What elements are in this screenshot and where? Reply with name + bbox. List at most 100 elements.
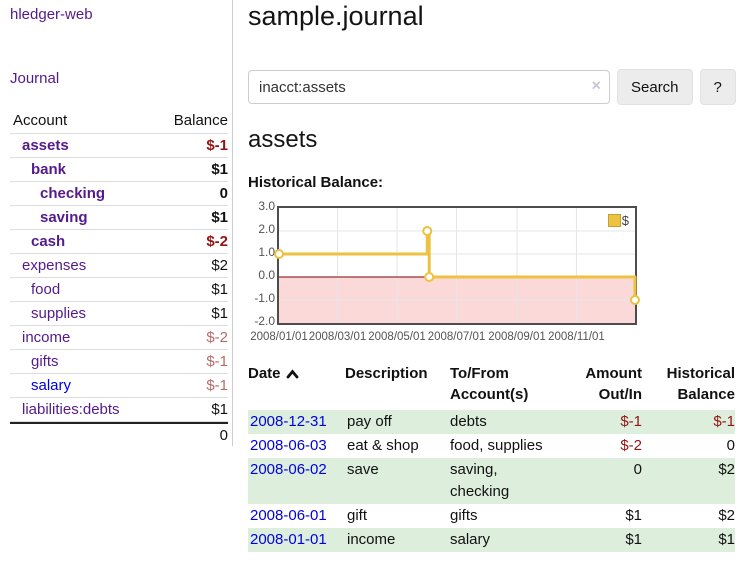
- transaction-balance-cell: $2: [718, 507, 735, 524]
- transaction-description-cell: save: [345, 458, 450, 504]
- balance-chart: 3.0 2.0 1.0 0.0 -1.0 -2.0 $ 2008/01/01 2008/03…: [248, 199, 668, 345]
- search-form: × Search ?: [248, 69, 736, 105]
- transaction-description-cell: eat & shop: [347, 437, 419, 454]
- transaction-date-cell: 2008-12-31: [248, 410, 345, 434]
- account-balance: $1: [211, 401, 228, 418]
- account-link[interactable]: saving: [40, 209, 88, 226]
- x-axis-tick-label: 2008/03/01: [308, 331, 367, 343]
- transaction-accounts-cell: gifts: [450, 507, 478, 524]
- account-balance: $1: [211, 281, 228, 298]
- search-button[interactable]: Search: [617, 69, 693, 105]
- account-balance: $-2: [206, 329, 228, 346]
- chart-title: Historical Balance:: [248, 174, 384, 191]
- x-axis-tick-label: 2008/07/01: [427, 331, 486, 343]
- accounts-total-value: 0: [219, 427, 228, 444]
- transaction-description-cell: gift: [347, 507, 368, 524]
- transaction-amount-cell: 0: [560, 458, 642, 504]
- date-column-header[interactable]: Date: [248, 361, 345, 410]
- account-balance: $-1: [206, 353, 228, 370]
- account-link[interactable]: assets: [22, 137, 69, 154]
- sidebar: hledger-web Journal Account Balance asse…: [0, 0, 233, 446]
- account-balance: 0: [219, 185, 228, 202]
- clear-search-icon[interactable]: ×: [591, 77, 601, 95]
- account-row: expenses $2: [10, 254, 228, 278]
- transaction-date-link[interactable]: 2008-06-02: [250, 461, 327, 478]
- table-row: 2008-06-01 gift gifts $1 $2: [248, 504, 735, 528]
- account-balance: $1: [211, 305, 228, 322]
- amount-column-header: Amount Out/In: [585, 365, 642, 403]
- app-title-link[interactable]: hledger-web: [10, 6, 93, 23]
- transaction-date-cell: 2008-06-02: [248, 458, 345, 504]
- account-heading: assets: [248, 126, 318, 153]
- account-link[interactable]: salary: [31, 377, 72, 394]
- y-axis-tick-label: 2.0: [258, 222, 275, 236]
- y-axis-tick-label: -2.0: [254, 314, 275, 328]
- account-row: saving $1: [10, 206, 228, 230]
- y-axis-tick-label: 1.0: [258, 245, 275, 259]
- transaction-accounts-cell: salary: [450, 528, 560, 552]
- register-table: Date Description To/From Account(s) Amou…: [248, 361, 735, 552]
- account-balance: $2: [211, 257, 228, 274]
- legend-swatch-icon: [607, 214, 621, 227]
- accounts-total-row: 0: [10, 422, 228, 446]
- chart-legend: $: [607, 213, 629, 228]
- account-column-header: Account: [13, 112, 68, 129]
- account-link[interactable]: bank: [31, 161, 67, 178]
- y-axis-tick-label: 0.0: [258, 268, 275, 282]
- transaction-date-link[interactable]: 2008-06-01: [250, 507, 327, 524]
- transaction-amount-cell: $-1: [560, 410, 642, 434]
- transaction-description-cell: pay off: [345, 410, 450, 434]
- account-link[interactable]: cash: [31, 233, 66, 250]
- transaction-amount-cell: $1: [625, 507, 642, 524]
- account-row: supplies $1: [10, 302, 228, 326]
- transaction-date-cell: 2008-06-03: [248, 434, 345, 458]
- account-row: gifts $-1: [10, 350, 228, 374]
- balance-column-header: Balance: [173, 112, 228, 129]
- account-link[interactable]: supplies: [31, 305, 87, 322]
- x-axis-tick-label: 2008/05/01: [368, 331, 426, 343]
- register-body: 2008-12-31 pay off debts $-1 $-1 2008-06-03 ea…: [248, 410, 735, 552]
- accounts-table: Account Balance assets $-1 bank $1 checking 0…: [10, 108, 228, 446]
- accounts-table-header: Account Balance: [10, 108, 228, 134]
- account-column-header-main: To/From Account(s): [450, 365, 529, 403]
- account-rows: assets $-1 bank $1 checking 0 saving $1 cash $-2 e…: [10, 134, 228, 422]
- table-row: 2008-12-31 pay off debts $-1 $-1: [248, 410, 735, 434]
- account-link[interactable]: checking: [40, 185, 106, 202]
- account-link[interactable]: food: [31, 281, 61, 298]
- register-header-row: Date Description To/From Account(s) Amou…: [248, 361, 735, 410]
- x-axis-tick-label: 2008/09/01: [488, 331, 546, 343]
- sidebar-item-journal[interactable]: Journal: [10, 70, 60, 87]
- account-balance: $1: [211, 161, 228, 178]
- description-column-header: Description: [345, 365, 428, 382]
- transaction-accounts-cell: food, supplies: [450, 437, 543, 454]
- transaction-amount-cell: $-2: [620, 437, 642, 454]
- account-link[interactable]: liabilities:debts: [22, 401, 120, 418]
- account-balance: $1: [211, 209, 228, 226]
- page-title: sample.journal: [248, 1, 424, 31]
- account-row: checking 0: [10, 182, 228, 206]
- legend-label: $: [621, 213, 629, 228]
- y-axis-tick-label: -1.0: [254, 291, 275, 305]
- account-row: liabilities:debts $1: [10, 398, 228, 422]
- account-row: cash $-2: [10, 230, 228, 254]
- account-row: food $1: [10, 278, 228, 302]
- transaction-balance-cell: $1: [642, 528, 735, 552]
- x-axis-tick-label: 2008/01/01: [250, 331, 308, 343]
- account-link[interactable]: gifts: [31, 353, 59, 370]
- search-input[interactable]: [248, 70, 610, 104]
- table-row: 2008-06-02 save saving, checking 0 $2: [248, 458, 735, 504]
- transaction-amount-cell: $1: [560, 528, 642, 552]
- transaction-date-link[interactable]: 2008-12-31: [250, 413, 327, 430]
- chevron-up-icon: [286, 369, 298, 379]
- table-row: 2008-01-01 income salary $1 $1: [248, 528, 735, 552]
- help-button[interactable]: ?: [699, 69, 736, 105]
- account-row: salary $-1: [10, 374, 228, 398]
- chart-plot[interactable]: $: [274, 206, 640, 325]
- transaction-balance-cell: $-1: [642, 410, 735, 434]
- account-link[interactable]: income: [22, 329, 71, 346]
- transaction-date-link[interactable]: 2008-06-03: [250, 437, 327, 454]
- account-link[interactable]: expenses: [22, 257, 87, 274]
- transaction-balance-cell: 0: [726, 437, 735, 454]
- transaction-date-link[interactable]: 2008-01-01: [250, 531, 327, 548]
- account-row: bank $1: [10, 158, 228, 182]
